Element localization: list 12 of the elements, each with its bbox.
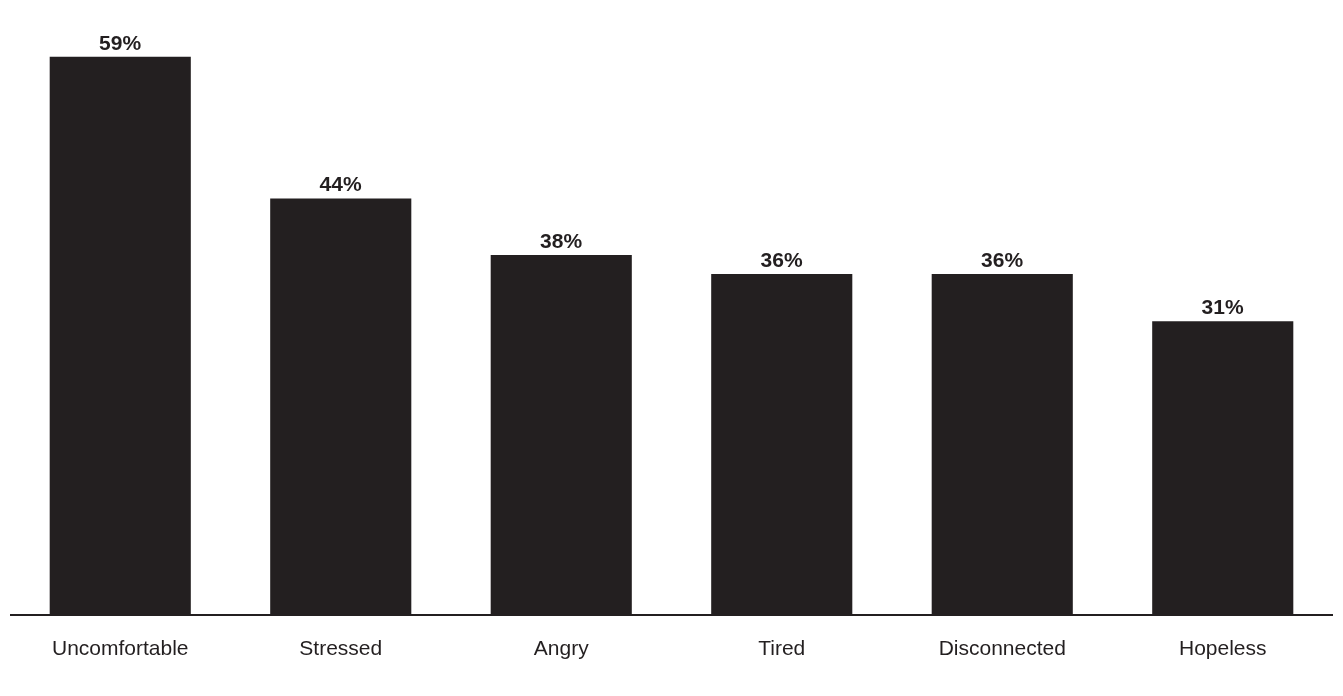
data-label: 31%	[1201, 295, 1244, 319]
x-tick-label: Uncomfortable	[51, 636, 189, 660]
x-tick-label: Tired	[758, 636, 806, 660]
data-label: 36%	[981, 247, 1024, 271]
data-label: 36%	[760, 247, 803, 271]
data-label: 59%	[99, 30, 142, 54]
x-tick-label: Disconnected	[938, 636, 1066, 660]
data-label: 38%	[540, 229, 583, 253]
data-label: 44%	[319, 172, 362, 196]
x-tick-label: Angry	[533, 636, 590, 660]
x-tick-label: Stressed	[299, 636, 383, 660]
x-tick-label: Hopeless	[1178, 636, 1267, 660]
